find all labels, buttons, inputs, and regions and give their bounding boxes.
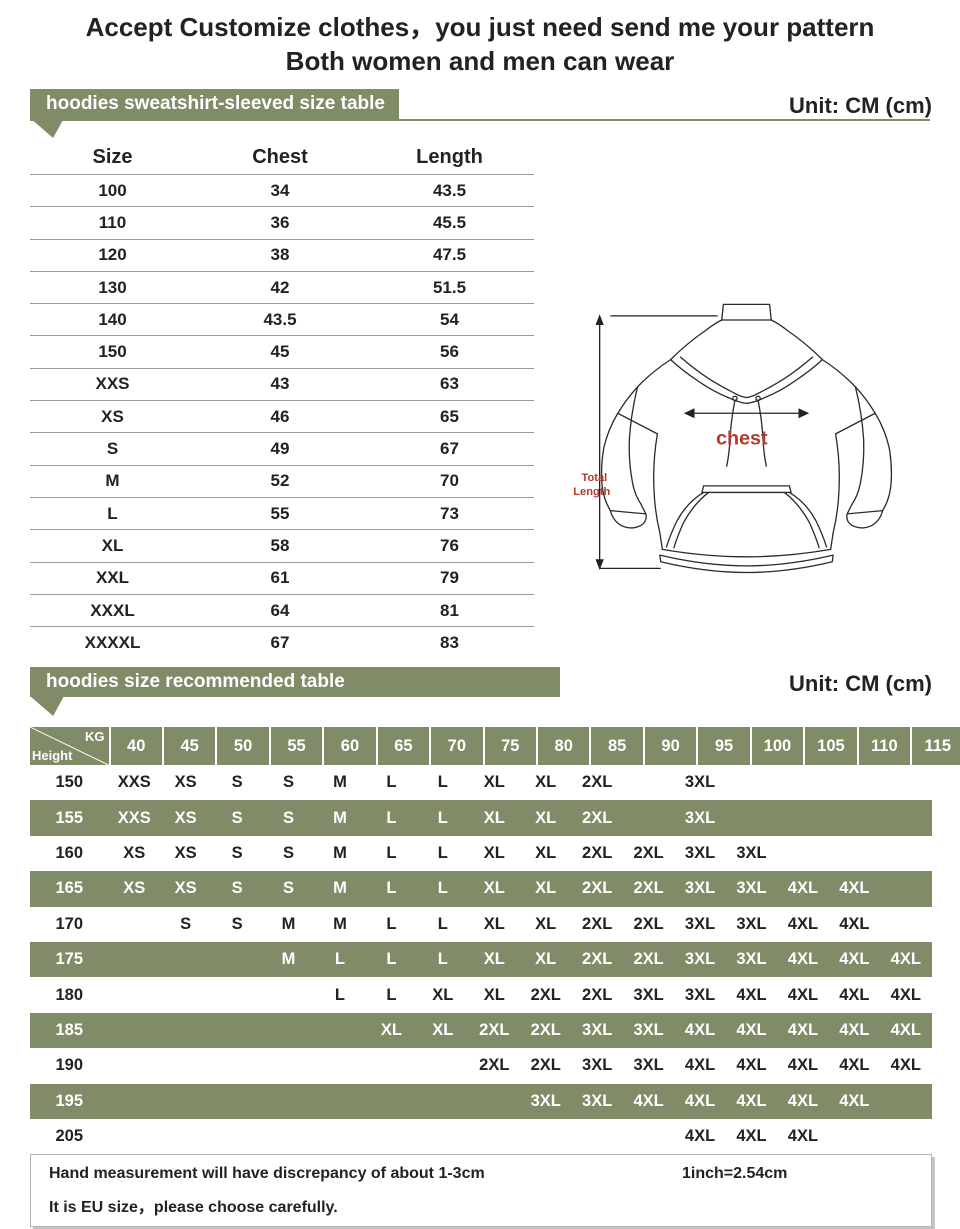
svg-text:chest: chest <box>716 428 768 450</box>
svg-text:Total: Total <box>582 472 608 484</box>
svg-text:Length: Length <box>573 486 610 498</box>
